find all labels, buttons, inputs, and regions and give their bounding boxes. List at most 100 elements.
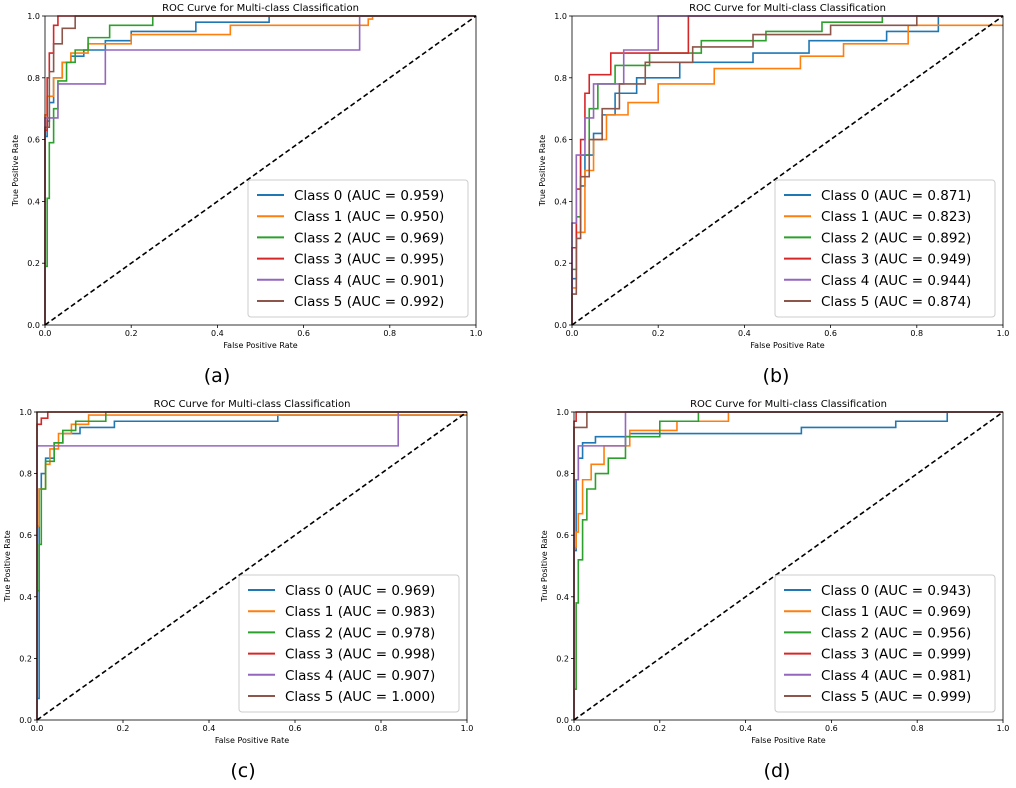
plot-frame bbox=[571, 15, 1004, 326]
panel-caption: (d) bbox=[764, 760, 791, 782]
y-tick-label: 0.6 bbox=[554, 136, 567, 145]
y-axis-label: True Positive Rate bbox=[538, 135, 547, 207]
y-axis-label: True Positive Rate bbox=[540, 530, 549, 602]
y-tick-label: 0.4 bbox=[554, 197, 567, 206]
x-tick-label: 0.0 bbox=[31, 724, 44, 733]
y-tick-label: 0.0 bbox=[27, 321, 40, 330]
x-tick-label: 0.2 bbox=[125, 329, 138, 338]
roc-line-class-5 bbox=[44, 15, 476, 325]
diagonal-reference-line bbox=[44, 15, 477, 326]
x-tick-label: 0.0 bbox=[39, 329, 52, 338]
legend-label-class-4: Class 4 (AUC = 0.944) bbox=[821, 273, 971, 289]
y-tick-label: 0.4 bbox=[556, 593, 569, 602]
legend-label-class-0: Class 0 (AUC = 0.943) bbox=[821, 583, 971, 599]
legend-label-class-2: Class 2 (AUC = 0.956) bbox=[821, 625, 971, 641]
legend-label-class-5: Class 5 (AUC = 0.874) bbox=[821, 294, 971, 310]
legend-box bbox=[774, 574, 996, 713]
y-tick-label: 0.8 bbox=[19, 470, 32, 479]
y-tick-label: 0.6 bbox=[19, 531, 32, 540]
y-tick-label: 1.0 bbox=[554, 12, 567, 21]
legend-label-class-5: Class 5 (AUC = 0.999) bbox=[821, 689, 971, 705]
x-tick-label: 0.6 bbox=[825, 724, 838, 733]
roc-line-class-2 bbox=[571, 15, 1003, 325]
legend-label-class-2: Class 2 (AUC = 0.892) bbox=[821, 230, 971, 246]
legend-label-class-4: Class 4 (AUC = 0.901) bbox=[294, 273, 444, 289]
legend: Class 0 (AUC = 0.959) Class 1 (AUC = 0.95… bbox=[247, 179, 469, 318]
y-tick-label: 0.8 bbox=[556, 470, 569, 479]
y-tick-label: 0.6 bbox=[556, 531, 569, 540]
legend-label-class-2: Class 2 (AUC = 0.969) bbox=[294, 230, 444, 246]
x-tick-label: 0.2 bbox=[653, 724, 666, 733]
chart-title: ROC Curve for Multi-class Classification bbox=[689, 3, 886, 14]
roc-line-class-3 bbox=[571, 15, 1003, 325]
y-tick-label: 0.2 bbox=[19, 654, 32, 663]
legend: Class 0 (AUC = 0.943) Class 1 (AUC = 0.96… bbox=[774, 574, 996, 713]
legend-label-class-4: Class 4 (AUC = 0.981) bbox=[821, 668, 971, 684]
x-tick-label: 0.4 bbox=[738, 329, 751, 338]
y-tick-label: 0.0 bbox=[556, 716, 569, 725]
legend-label-class-0: Class 0 (AUC = 0.959) bbox=[294, 188, 444, 204]
legend-label-class-0: Class 0 (AUC = 0.871) bbox=[821, 188, 971, 204]
y-tick-label: 0.0 bbox=[554, 321, 567, 330]
panel-caption: (c) bbox=[230, 760, 255, 782]
legend-label-class-1: Class 1 (AUC = 0.983) bbox=[285, 604, 435, 620]
x-tick-label: 0.4 bbox=[203, 724, 216, 733]
y-tick-label: 1.0 bbox=[27, 12, 40, 21]
y-tick-label: 0.8 bbox=[554, 74, 567, 83]
diagonal-reference-line bbox=[571, 15, 1004, 326]
legend: Class 0 (AUC = 0.969) Class 1 (AUC = 0.98… bbox=[238, 574, 460, 713]
x-tick-label: 0.2 bbox=[652, 329, 665, 338]
legend: Class 0 (AUC = 0.871) Class 1 (AUC = 0.82… bbox=[774, 179, 996, 318]
x-tick-label: 1.0 bbox=[461, 724, 474, 733]
x-tick-label: 0.4 bbox=[211, 329, 224, 338]
legend-label-class-1: Class 1 (AUC = 0.823) bbox=[821, 209, 971, 225]
plot-frame bbox=[36, 411, 468, 721]
y-tick-label: 0.2 bbox=[554, 259, 567, 268]
legend-box bbox=[247, 179, 469, 318]
roc-line-class-2 bbox=[573, 411, 1003, 720]
y-tick-label: 0.2 bbox=[27, 259, 40, 268]
roc-line-class-2 bbox=[36, 411, 467, 720]
roc-line-class-4 bbox=[571, 15, 1003, 325]
legend-label-class-5: Class 5 (AUC = 0.992) bbox=[294, 294, 444, 310]
legend-label-class-1: Class 1 (AUC = 0.969) bbox=[821, 604, 971, 620]
legend-label-class-3: Class 3 (AUC = 0.995) bbox=[294, 252, 444, 268]
x-tick-label: 0.6 bbox=[297, 329, 310, 338]
roc-line-class-1 bbox=[571, 24, 1003, 325]
x-tick-label: 0.6 bbox=[824, 329, 837, 338]
chart-title: ROC Curve for Multi-class Classification bbox=[690, 399, 887, 410]
chart-title: ROC Curve for Multi-class Classification bbox=[154, 399, 351, 410]
x-axis-label: False Positive Rate bbox=[751, 736, 825, 745]
x-axis-label: False Positive Rate bbox=[223, 341, 297, 350]
y-tick-label: 1.0 bbox=[556, 408, 569, 417]
diagonal-reference-line bbox=[573, 411, 1004, 721]
legend-label-class-5: Class 5 (AUC = 1.000) bbox=[285, 689, 435, 705]
x-tick-label: 0.8 bbox=[911, 724, 924, 733]
legend-label-class-2: Class 2 (AUC = 0.978) bbox=[285, 625, 435, 641]
y-tick-label: 0.0 bbox=[19, 716, 32, 725]
y-tick-label: 0.4 bbox=[19, 593, 32, 602]
legend-label-class-0: Class 0 (AUC = 0.969) bbox=[285, 583, 435, 599]
x-tick-label: 0.8 bbox=[375, 724, 388, 733]
panel-caption: (a) bbox=[204, 365, 230, 387]
y-axis-label: True Positive Rate bbox=[3, 530, 12, 602]
x-tick-label: 1.0 bbox=[997, 724, 1010, 733]
x-tick-label: 1.0 bbox=[997, 329, 1010, 338]
roc-line-class-1 bbox=[36, 414, 467, 720]
roc-panel-2: ROC Curve for Multi-class Classification… bbox=[3, 399, 473, 782]
plot-frame bbox=[44, 15, 477, 326]
panel-caption: (b) bbox=[763, 365, 790, 387]
x-tick-label: 0.8 bbox=[383, 329, 396, 338]
chart-title: ROC Curve for Multi-class Classification bbox=[162, 3, 359, 14]
legend-label-class-1: Class 1 (AUC = 0.950) bbox=[294, 209, 444, 225]
y-axis-label: True Positive Rate bbox=[11, 135, 20, 207]
x-tick-label: 0.8 bbox=[910, 329, 923, 338]
x-tick-label: 0.0 bbox=[568, 724, 581, 733]
x-tick-label: 0.6 bbox=[289, 724, 302, 733]
plot-frame bbox=[573, 411, 1004, 721]
legend-label-class-3: Class 3 (AUC = 0.949) bbox=[821, 252, 971, 268]
roc-line-class-4 bbox=[44, 15, 476, 325]
roc-line-class-2 bbox=[44, 15, 476, 325]
legend-box bbox=[774, 179, 996, 318]
x-tick-label: 0.4 bbox=[739, 724, 752, 733]
